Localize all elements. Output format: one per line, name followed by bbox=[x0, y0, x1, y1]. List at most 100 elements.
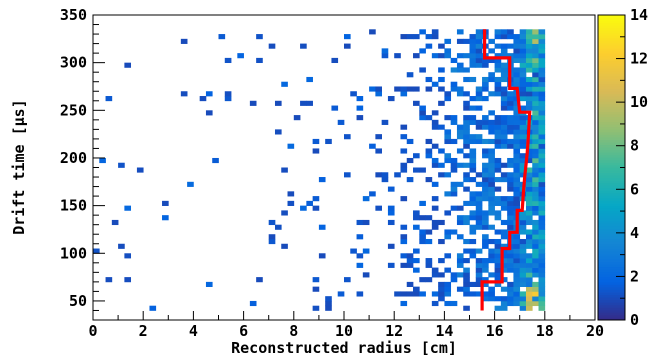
colorbar-segment bbox=[598, 261, 625, 265]
heatmap-cell bbox=[450, 57, 458, 64]
heatmap-cell bbox=[532, 296, 539, 302]
heatmap-cell bbox=[456, 134, 464, 140]
heatmap-cell bbox=[494, 162, 502, 168]
heatmap-cell bbox=[525, 76, 533, 83]
heatmap-cell bbox=[519, 76, 527, 83]
heatmap-cell bbox=[532, 105, 539, 111]
heatmap-cell bbox=[268, 234, 276, 240]
heatmap-cell bbox=[488, 238, 495, 245]
heatmap-cell bbox=[450, 81, 458, 87]
heatmap-cell bbox=[438, 281, 445, 287]
heatmap-cell bbox=[450, 272, 458, 278]
heatmap-cell bbox=[532, 148, 539, 154]
heatmap-cell bbox=[538, 234, 546, 240]
colorbar-segment bbox=[598, 271, 625, 275]
heatmap-cell bbox=[538, 258, 546, 264]
heatmap-cell bbox=[400, 234, 408, 240]
colorbar-segment bbox=[598, 159, 625, 163]
heatmap-cell bbox=[413, 153, 420, 159]
heatmap-cell bbox=[513, 172, 521, 178]
colorbar-segment bbox=[598, 91, 625, 95]
heatmap-cell bbox=[469, 196, 477, 202]
heatmap-cell bbox=[532, 57, 539, 64]
heatmap-cell bbox=[525, 286, 533, 292]
heatmap-cell bbox=[419, 200, 426, 206]
heatmap-cell bbox=[519, 219, 527, 226]
heatmap-cell bbox=[538, 267, 546, 273]
heatmap-cell bbox=[331, 57, 339, 64]
heatmap-cell bbox=[507, 210, 514, 216]
x-tick-label: 6 bbox=[239, 322, 248, 340]
heatmap-cell bbox=[162, 200, 169, 206]
colorbar-segment bbox=[598, 15, 625, 18]
heatmap-cell bbox=[444, 38, 452, 44]
colorbar-segment bbox=[598, 50, 625, 54]
heatmap-cell bbox=[519, 62, 527, 68]
heatmap-cell bbox=[475, 172, 483, 178]
heatmap-cell bbox=[406, 281, 414, 287]
heatmap-cell bbox=[513, 253, 521, 259]
heatmap-cell bbox=[507, 34, 514, 40]
colorbar-segment bbox=[598, 152, 625, 156]
heatmap-cell bbox=[400, 162, 408, 168]
heatmap-cell bbox=[438, 258, 445, 264]
heatmap-cell bbox=[413, 286, 420, 292]
heatmap-cell bbox=[507, 100, 514, 106]
colorbar-segment bbox=[598, 103, 625, 107]
heatmap-cell bbox=[362, 196, 370, 202]
heatmap-cell bbox=[375, 91, 382, 97]
heatmap-cell bbox=[507, 196, 514, 202]
heatmap-cell bbox=[519, 162, 527, 168]
heatmap-cell bbox=[406, 258, 414, 264]
heatmap-cell bbox=[463, 238, 470, 245]
heatmap-cell bbox=[450, 167, 458, 173]
heatmap-cell bbox=[469, 210, 477, 216]
heatmap-cell bbox=[532, 186, 539, 192]
heatmap-cell bbox=[469, 148, 477, 154]
colorbar-segment bbox=[598, 22, 625, 26]
heatmap-cell bbox=[413, 215, 420, 221]
heatmap-cell bbox=[413, 210, 420, 216]
heatmap-cell bbox=[525, 148, 533, 154]
heatmap-cell bbox=[318, 224, 326, 230]
heatmap-cell bbox=[538, 143, 546, 149]
heatmap-cell bbox=[525, 96, 533, 102]
heatmap-cell bbox=[93, 248, 100, 254]
heatmap-cell bbox=[469, 253, 477, 259]
heatmap-cell bbox=[444, 48, 452, 54]
heatmap-cell bbox=[525, 196, 533, 202]
heatmap-cell bbox=[532, 258, 539, 264]
heatmap-cell bbox=[444, 153, 452, 159]
colorbar-segment bbox=[598, 37, 625, 41]
heatmap-cell bbox=[425, 76, 433, 83]
colorbar-segment bbox=[598, 106, 625, 110]
colorbar-segment bbox=[598, 307, 625, 311]
heatmap-cell bbox=[519, 267, 527, 273]
heatmap-cell bbox=[469, 96, 477, 102]
heatmap-cell bbox=[482, 234, 489, 240]
heatmap-cell bbox=[513, 238, 521, 245]
heatmap-cell bbox=[513, 157, 521, 164]
heatmap-cell bbox=[532, 262, 539, 268]
heatmap-cell bbox=[500, 86, 508, 92]
heatmap-cell bbox=[538, 167, 546, 173]
heatmap-cell bbox=[494, 281, 502, 287]
heatmap-cell bbox=[463, 76, 470, 83]
heatmap-cell bbox=[444, 157, 452, 164]
heatmap-cell bbox=[268, 219, 276, 226]
heatmap-cell bbox=[469, 162, 477, 168]
heatmap-cell bbox=[469, 224, 477, 230]
heatmap-cell bbox=[444, 91, 452, 97]
heatmap-cell bbox=[463, 215, 470, 221]
heatmap-cell bbox=[513, 258, 521, 264]
heatmap-cell bbox=[500, 48, 508, 54]
heatmap-cell bbox=[224, 91, 232, 97]
heatmap-cell bbox=[538, 219, 546, 226]
heatmap-cell bbox=[413, 86, 420, 92]
heatmap-cell bbox=[406, 157, 414, 164]
heatmap-cell bbox=[494, 305, 502, 311]
heatmap-cell bbox=[469, 153, 477, 159]
colorbar-segment bbox=[598, 269, 625, 273]
heatmap-cell bbox=[394, 291, 401, 297]
heatmap-cell bbox=[519, 238, 527, 245]
